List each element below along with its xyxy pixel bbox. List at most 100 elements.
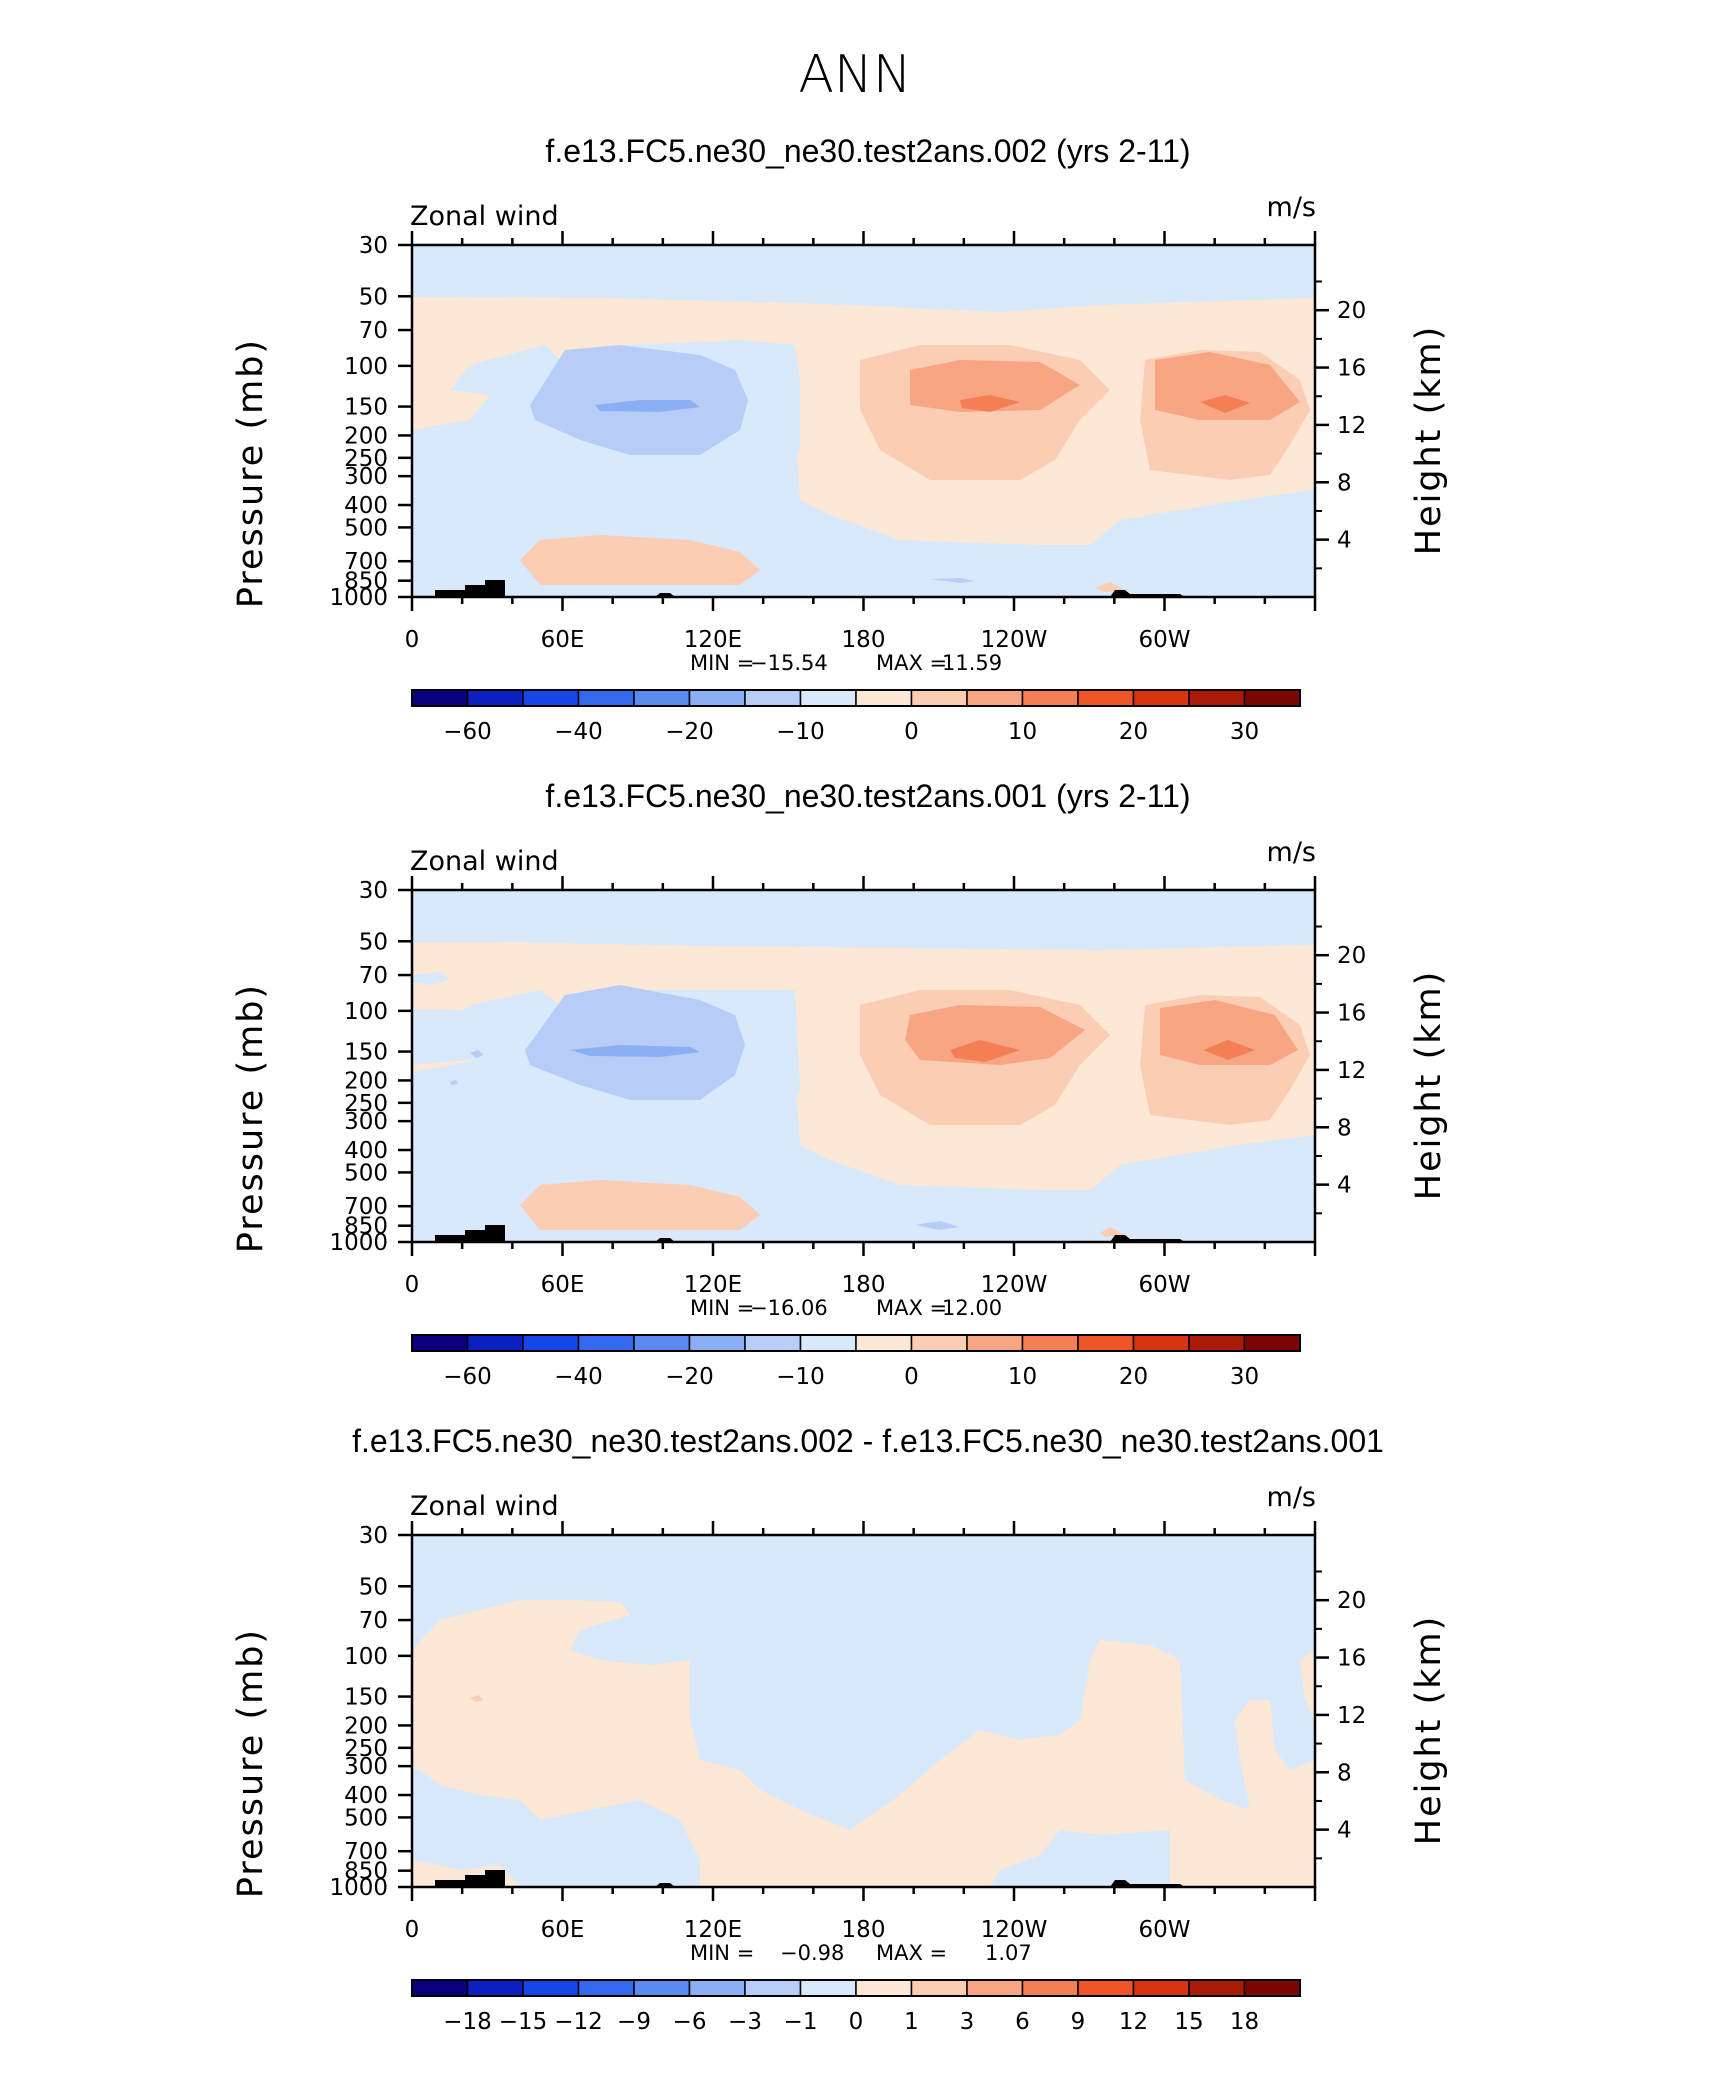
panel-1-colorbar-label: −40 — [554, 719, 603, 745]
panel-1-ytick-label: 300 — [344, 464, 388, 490]
panel-2-small-spot-b — [450, 1080, 458, 1085]
panel-1-westerly-1-core — [960, 395, 1020, 412]
panel-3-colorbar-box — [799, 1979, 857, 1997]
panel-1-y2label: Height (km) — [1409, 325, 1449, 556]
panel-1-colorbar: −60 −40 −20 −10 0 10 20 30 — [411, 689, 1301, 745]
panel-1-xtick-label: 120E — [684, 627, 742, 653]
panel-3-positive-diff-3 — [1300, 1650, 1315, 1720]
panel-1-topography-africa — [435, 580, 505, 597]
panel-2-ytick-label: 100 — [344, 999, 388, 1025]
panel-3-colorbar-label: −6 — [673, 2009, 707, 2035]
panel-3-variable-label: Zonal wind — [410, 1491, 559, 1522]
panel-1-ytick-label: 70 — [359, 318, 388, 344]
panel-2-small-spot-a — [470, 1050, 484, 1058]
panel-3-ytick-label: 250 — [344, 1736, 388, 1762]
panel-1-colorbar-box — [633, 689, 691, 707]
panel-2-colorbar-box — [633, 1334, 691, 1352]
panel-1-colorbar-box — [522, 689, 580, 707]
panel-3-xtick-label: 0 — [405, 1917, 420, 1943]
panel-1-colorbar-box — [411, 689, 469, 707]
panel-1-colorbar-box — [744, 689, 802, 707]
panel-3-colorbar-label: 12 — [1119, 2009, 1148, 2035]
panel-2-small-easterly-patch — [412, 972, 450, 985]
panel-3-colorbar-box — [411, 1979, 469, 1997]
panel-2-colorbar-label: 10 — [1008, 1364, 1037, 1390]
panel-1-y2tick-label: 8 — [1337, 470, 1352, 496]
panel-2: f.e13.FC5.ne30_ne30.test2ans.001 (yrs 2-… — [231, 778, 1449, 1390]
panel-1-colorbar-label: 30 — [1230, 719, 1259, 745]
panel-1-ytick-label: 100 — [344, 354, 388, 380]
panel-3-xtick-label: 120E — [684, 1917, 742, 1943]
panel-1-colorbar-box — [466, 689, 524, 707]
panel-3-ytick-label: 100 — [344, 1644, 388, 1670]
panel-2-min-label: MIN = — [690, 1296, 754, 1320]
panel-2-colorbar-box — [466, 1334, 524, 1352]
panel-3-colorbar-label: 1 — [904, 2009, 919, 2035]
panel-3-colorbar-label: −1 — [784, 2009, 818, 2035]
panel-1-small-easterly-spot — [930, 578, 975, 583]
panel-3-colorbar: −18 −15 −12 −9 −6 −3 −1 0 1 3 6 9 12 15 18 — [411, 1979, 1301, 2035]
panel-1-ytick-label: 700 — [344, 549, 388, 575]
panel-3-colorbar-box — [1077, 1979, 1135, 1997]
panel-3-topography-africa — [435, 1870, 505, 1887]
panel-3-max-label: MAX = — [876, 1941, 947, 1965]
panel-1-y2tick-label: 20 — [1337, 298, 1366, 324]
panel-2-xtick-label: 0 — [405, 1272, 420, 1298]
panel-2-xtick-label: 180 — [842, 1272, 886, 1298]
panel-2-y2label: Height (km) — [1409, 970, 1449, 1201]
panel-3-colorbar-box — [855, 1979, 913, 1997]
panel-3-colorbar-box — [522, 1979, 580, 1997]
panel-1-colorbar-box — [1021, 689, 1079, 707]
panel-2-westerly-1-core — [950, 1040, 1020, 1062]
panel-1-xtick-label: 180 — [842, 627, 886, 653]
panel-2-strat-easterly — [412, 890, 1315, 950]
panel-3-ytick-label: 70 — [359, 1608, 388, 1634]
panel-3-colorbar-box — [910, 1979, 968, 1997]
panel-3-colorbar-label: 0 — [849, 2009, 864, 2035]
panel-2-colorbar-box — [577, 1334, 635, 1352]
panel-1-max-label: MAX = — [876, 651, 947, 675]
panel-3-colorbar-label: −15 — [499, 2009, 548, 2035]
panel-2-westerly-2-mid — [1160, 1000, 1298, 1065]
panel-2-y2tick-label: 8 — [1337, 1115, 1352, 1141]
panel-3-ytick-label: 30 — [359, 1523, 388, 1549]
panel-2-y2tick-label: 4 — [1337, 1173, 1352, 1199]
panel-2-xtick-label: 60E — [541, 1272, 585, 1298]
panel-1-colorbar-label: 0 — [904, 719, 919, 745]
panel-1-min-label: MIN = — [690, 651, 754, 675]
panel-3-ytick-label: 500 — [344, 1805, 388, 1831]
panel-3-colorbar-label: 9 — [1071, 2009, 1086, 2035]
panel-2-colorbar-box — [688, 1334, 746, 1352]
panel-1: f.e13.FC5.ne30_ne30.test2ans.002 (yrs 2-… — [231, 133, 1449, 745]
panel-1-topography-andes — [1110, 590, 1185, 597]
panel-2-easterly-core-inner — [570, 1045, 700, 1057]
panel-3-colorbar-box — [688, 1979, 746, 1997]
panel-3-positive-diff-1 — [412, 1600, 1185, 1887]
panel-3-colorbar-box — [744, 1979, 802, 1997]
panel-3-y2tick-label: 4 — [1337, 1818, 1352, 1844]
panel-2-xtick-label: 120E — [684, 1272, 742, 1298]
panel-1-max-value: 11.59 — [942, 651, 1002, 675]
panel-2-y2tick-label: 16 — [1337, 1001, 1366, 1027]
panel-2-colorbar-box — [855, 1334, 913, 1352]
panel-1-colorbar-box — [910, 689, 968, 707]
panel-3-topography-andes — [1110, 1880, 1185, 1887]
panel-2-topography-andes — [1110, 1235, 1185, 1242]
panel-1-colorbar-box — [688, 689, 746, 707]
panel-2-topography-africa — [435, 1225, 505, 1242]
panel-1-ylabel: Pressure (mb) — [231, 338, 271, 608]
panel-1-westerly-2-core — [1200, 395, 1250, 413]
panel-1-ytick-label: 850 — [344, 569, 388, 595]
panel-1-y2tick-label: 16 — [1337, 356, 1366, 382]
panel-2-westerly-2-core — [1203, 1040, 1255, 1060]
panel-1-strat-easterly — [412, 245, 1315, 312]
panel-2-colorbar-label: 20 — [1119, 1364, 1148, 1390]
panel-3-ytick-label: 50 — [359, 1574, 388, 1600]
panel-1-colorbar-label: −10 — [776, 719, 825, 745]
panel-2-low-level-westerly — [520, 1180, 760, 1230]
panel-1-colorbar-label: −60 — [443, 719, 492, 745]
panel-2-ytick-label: 300 — [344, 1109, 388, 1135]
panel-2-colorbar-label: −20 — [665, 1364, 714, 1390]
